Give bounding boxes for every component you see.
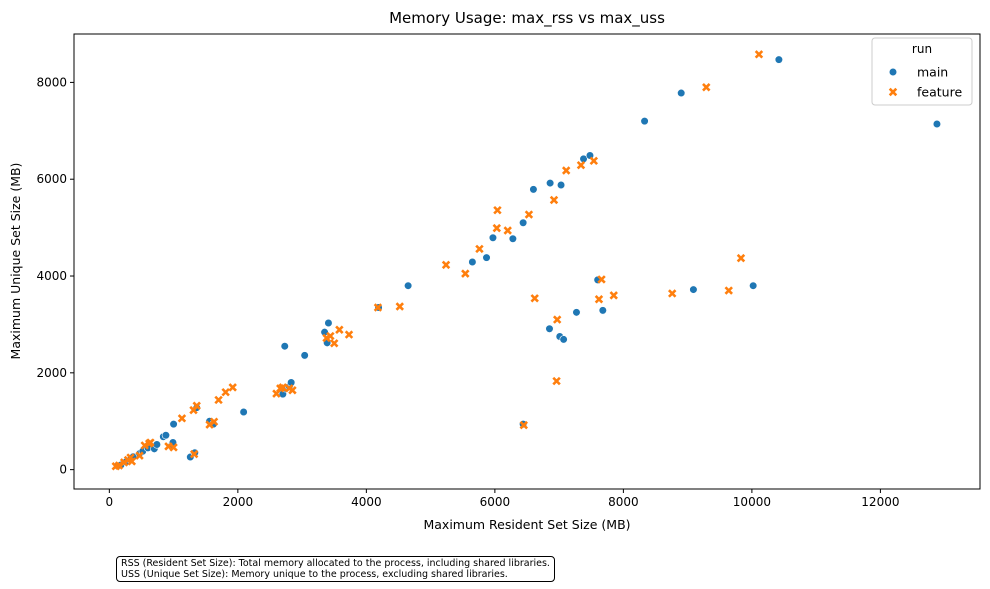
- point-feature: [114, 461, 124, 470]
- point-feature: [209, 417, 219, 426]
- point-main: [677, 88, 686, 98]
- y-tick-label: 0: [59, 463, 67, 477]
- point-feature: [177, 414, 187, 423]
- point-main: [239, 407, 248, 417]
- point-main: [508, 234, 517, 243]
- point-main: [488, 233, 498, 242]
- point-feature: [475, 244, 484, 254]
- point-feature: [754, 50, 764, 59]
- point-feature: [214, 395, 223, 405]
- point-feature: [395, 302, 404, 311]
- y-tick-label: 2000: [36, 366, 67, 380]
- point-main: [559, 335, 568, 344]
- definitions-note: RSS (Resident Set Size): Total memory al…: [116, 556, 555, 582]
- point-feature: [530, 294, 539, 303]
- y-axis-label: Maximum Unique Set Size (MB): [8, 163, 23, 360]
- y-tick-label: 6000: [36, 172, 67, 186]
- x-tick-label: 10000: [733, 495, 771, 509]
- point-feature: [589, 156, 599, 166]
- x-axis-label: Maximum Resident Set Size (MB): [423, 517, 630, 532]
- x-tick-label: 0: [106, 495, 114, 509]
- point-feature: [493, 205, 502, 215]
- point-feature: [189, 449, 199, 459]
- point-feature: [552, 315, 562, 324]
- legend-label-feature: feature: [917, 85, 962, 100]
- point-main: [529, 185, 538, 194]
- point-feature: [597, 275, 606, 284]
- point-feature: [373, 303, 383, 312]
- point-feature: [135, 451, 144, 460]
- x-tick-label: 4000: [351, 495, 382, 509]
- point-main: [482, 253, 491, 262]
- point-feature: [461, 269, 470, 278]
- note-rss: RSS (Resident Set Size): Total memory al…: [121, 558, 550, 569]
- point-main: [468, 257, 477, 267]
- point-main: [280, 342, 289, 351]
- note-uss: USS (Unique Set Size): Memory unique to …: [121, 569, 508, 580]
- point-main: [774, 55, 783, 64]
- series-feature: [111, 50, 764, 471]
- x-tick-label: 6000: [480, 495, 511, 509]
- point-feature: [667, 289, 677, 298]
- point-feature: [736, 253, 746, 263]
- point-feature: [561, 166, 571, 175]
- point-feature: [326, 331, 335, 341]
- point-main: [932, 119, 942, 129]
- point-feature: [344, 330, 354, 339]
- point-feature: [335, 325, 344, 334]
- point-feature: [221, 387, 230, 397]
- point-feature: [330, 339, 339, 348]
- legend-label-main: main: [917, 65, 948, 80]
- point-feature: [146, 438, 155, 447]
- point-main: [545, 324, 554, 333]
- point-main: [519, 218, 528, 227]
- point-feature: [724, 286, 733, 295]
- point-feature: [169, 443, 178, 452]
- legend-marker-main: [888, 67, 898, 77]
- point-feature: [503, 226, 512, 235]
- point-feature: [609, 291, 618, 300]
- point-feature: [441, 260, 451, 270]
- point-feature: [519, 420, 529, 430]
- point-feature: [492, 223, 502, 233]
- point-main: [749, 281, 758, 290]
- point-feature: [228, 383, 237, 392]
- legend-box: [871, 37, 973, 106]
- point-main: [169, 420, 178, 429]
- legend: run main feature: [871, 37, 973, 106]
- x-tick-label: 12000: [861, 495, 899, 509]
- x-tick-label: 8000: [608, 495, 639, 509]
- point-main: [689, 285, 698, 294]
- legend-marker-feature: [888, 87, 898, 97]
- point-feature: [278, 383, 288, 392]
- point-main: [572, 308, 581, 317]
- point-feature: [549, 195, 559, 205]
- point-feature: [127, 457, 137, 466]
- chart-title: Memory Usage: max_rss vs max_uss: [389, 9, 665, 28]
- plot-area: [74, 34, 980, 489]
- point-main: [640, 117, 649, 126]
- point-main: [161, 431, 170, 440]
- point-main: [546, 178, 555, 188]
- point-feature: [524, 210, 534, 219]
- point-feature: [576, 160, 586, 170]
- y-tick-label: 8000: [36, 75, 67, 89]
- plot-frame: [73, 33, 981, 490]
- point-feature: [594, 295, 604, 304]
- point-main: [556, 180, 566, 190]
- point-main: [404, 281, 413, 290]
- point-feature: [552, 376, 561, 386]
- point-main: [324, 318, 333, 328]
- point-feature: [288, 386, 297, 395]
- point-main: [300, 351, 309, 360]
- legend-title: run: [912, 42, 932, 56]
- point-feature: [192, 401, 201, 410]
- point-feature: [702, 83, 711, 92]
- y-tick-label: 4000: [36, 269, 67, 283]
- point-main: [598, 306, 607, 315]
- x-tick-label: 2000: [223, 495, 254, 509]
